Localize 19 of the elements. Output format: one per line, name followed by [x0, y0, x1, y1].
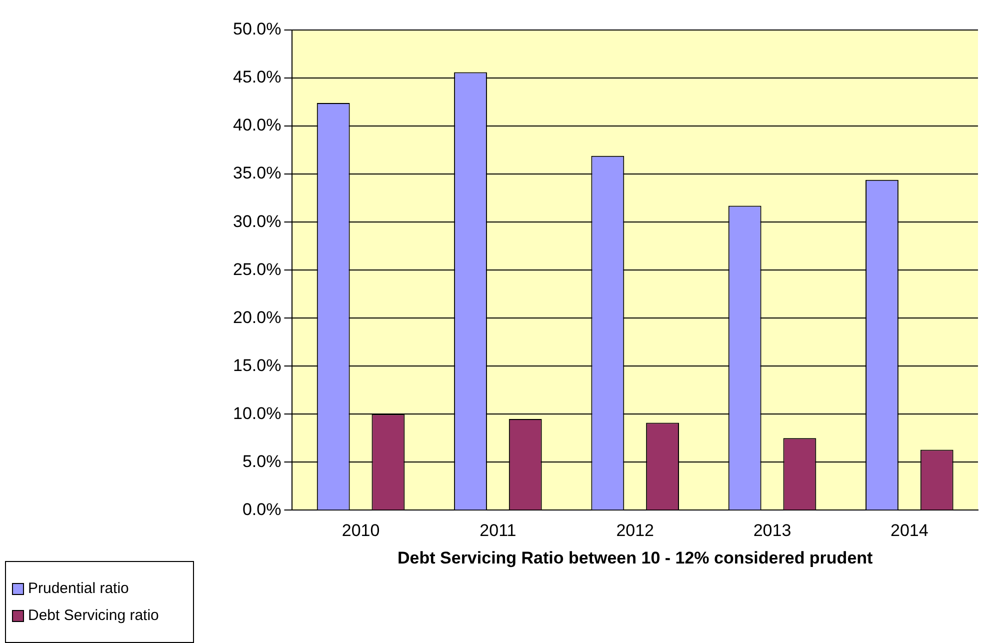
- y-tick-label: 20.0%: [233, 308, 282, 327]
- y-tick-label: 45.0%: [233, 68, 282, 87]
- x-tick-label: 2010: [342, 521, 380, 540]
- x-tick-label: 2012: [616, 521, 654, 540]
- y-tick-label: 10.0%: [233, 404, 282, 423]
- legend-label: Prudential ratio: [28, 580, 129, 597]
- legend-label: Debt Servicing ratio: [28, 607, 159, 624]
- x-axis-title: Debt Servicing Ratio between 10 - 12% considered prudent: [398, 548, 874, 568]
- x-tick-label: 2014: [890, 521, 928, 540]
- y-tick-label: 50.0%: [233, 20, 282, 39]
- y-tick-label: 5.0%: [242, 452, 282, 471]
- x-tick-label: 2013: [753, 521, 792, 540]
- y-tick-label: 25.0%: [233, 260, 282, 279]
- y-tick-label: 15.0%: [233, 356, 282, 375]
- y-tick-label: 40.0%: [233, 116, 282, 135]
- y-tick-label: 0.0%: [242, 500, 282, 519]
- y-tick-label: 35.0%: [233, 164, 282, 183]
- x-tick-label: 2011: [480, 521, 516, 540]
- y-tick-label: 30.0%: [233, 212, 282, 231]
